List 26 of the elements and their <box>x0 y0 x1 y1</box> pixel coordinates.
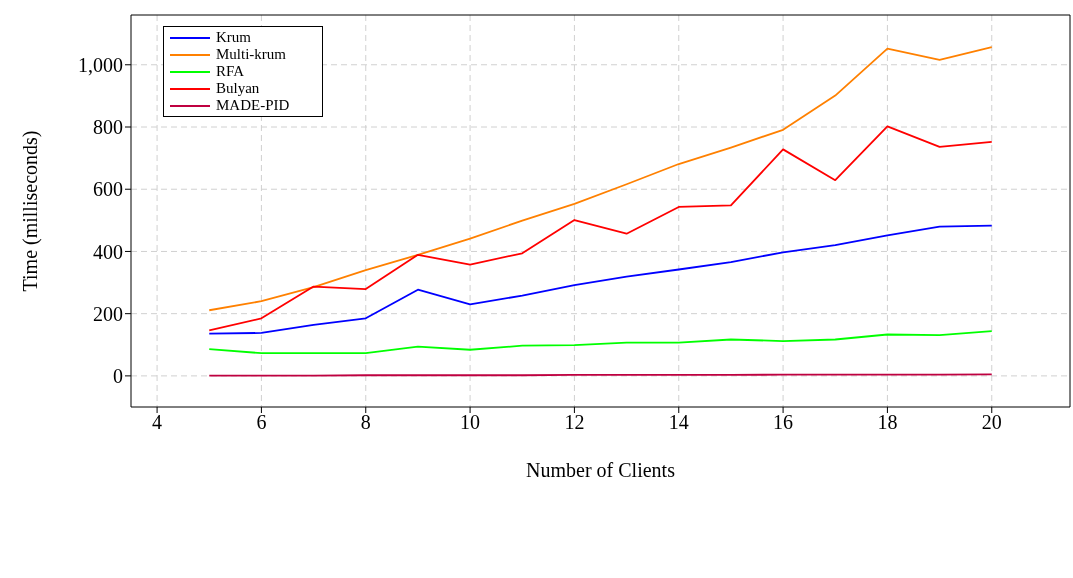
y-tick-label: 200 <box>93 302 123 325</box>
legend-label: MADE-PID <box>216 97 290 114</box>
y-tick-label: 0 <box>113 364 123 387</box>
x-tick-label: 16 <box>773 411 794 434</box>
y-axis-title: Time (milliseconds) <box>19 130 43 292</box>
x-tick-label: 20 <box>981 411 1002 434</box>
y-tick-label: 1,000 <box>78 53 123 76</box>
legend-label: RFA <box>216 63 245 80</box>
legend-label: Multi-krum <box>216 46 286 63</box>
legend-label: Bulyan <box>216 80 260 97</box>
x-tick-label: 8 <box>360 411 371 434</box>
line-series <box>208 125 993 332</box>
x-tick-label: 6 <box>256 411 267 434</box>
x-tick-label: 10 <box>460 411 481 434</box>
x-tick-label: 14 <box>668 411 689 434</box>
x-tick-label: 12 <box>564 411 585 434</box>
y-tick-label: 800 <box>93 116 123 139</box>
line-series <box>208 224 993 335</box>
x-tick-label: 18 <box>877 411 898 434</box>
x-tick-label: 4 <box>152 411 163 434</box>
y-tick-label: 400 <box>93 240 123 263</box>
x-axis-title: Number of Clients <box>526 459 676 481</box>
line-series <box>208 46 993 312</box>
line-series <box>208 330 993 355</box>
y-tick-label: 600 <box>93 178 123 201</box>
legend-label: Krum <box>216 29 251 46</box>
